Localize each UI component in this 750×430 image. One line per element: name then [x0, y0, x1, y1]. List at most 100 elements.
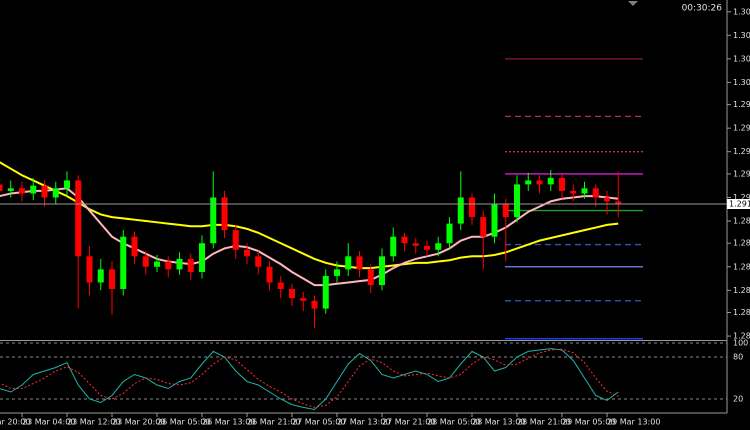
x-tick-label: 27 Mar 13:00 [337, 418, 390, 427]
y-tick-label: 1.2986 [733, 100, 750, 109]
candle-body [525, 180, 532, 185]
candle-body [570, 190, 577, 194]
candle-body [412, 243, 419, 246]
y-tick-label: 1.3003 [733, 78, 750, 87]
candle-body [41, 185, 48, 198]
x-tick-label: 29 Mar 13:00 [607, 418, 660, 427]
candle-body [322, 275, 329, 309]
candle-body [311, 300, 318, 309]
candle-body [210, 197, 217, 244]
y-tick-label: 1.2915 [733, 193, 750, 202]
candle-body [446, 223, 453, 244]
candle-body [86, 256, 93, 283]
y-tick-label: 1.2968 [733, 124, 750, 133]
y-tick-label: 20 [733, 395, 743, 404]
candle-body [221, 197, 228, 231]
oscillator-line [0, 348, 619, 411]
candle-body [199, 243, 205, 272]
candle-body [289, 289, 295, 299]
candle-body [345, 256, 352, 270]
candle-body [379, 256, 385, 286]
candle-body [19, 188, 25, 194]
oscillator-plot [0, 342, 727, 411]
y-tick-label: 100 [733, 339, 748, 348]
y-tick-label: 1.2933 [733, 169, 750, 178]
y-tick-label: 1.2950 [733, 147, 750, 156]
main-plot [0, 58, 727, 340]
x-tick-label: 28 Mar 13:00 [472, 418, 525, 427]
candle-body [604, 197, 610, 202]
candle-body [176, 258, 183, 270]
x-tick-label: 23 Mar 20:00 [112, 418, 165, 427]
candle-body [435, 243, 442, 250]
candle-body [255, 256, 262, 267]
x-tick-label: 26 Mar 21:00 [247, 418, 300, 427]
candle-body [142, 256, 149, 267]
candle-body [30, 185, 37, 194]
y-tick-label: 1.2844 [733, 286, 750, 295]
candle-body [390, 236, 397, 257]
candle-body [334, 269, 340, 276]
current-price-box [727, 199, 750, 209]
candle-body [514, 184, 520, 218]
y-tick-label: 1.2827 [733, 308, 750, 317]
candle-body [0, 184, 3, 191]
x-tick-label: 27 Mar 21:00 [382, 418, 435, 427]
candle-body [502, 204, 509, 218]
candle-body [165, 261, 172, 270]
candle-body [266, 266, 273, 283]
current-price-label: 1.2910 [729, 200, 750, 209]
x-tick-label: 28 Mar 21:00 [517, 418, 570, 427]
candle-body [97, 269, 104, 283]
x-tick-label: 29 Mar 05:00 [562, 418, 615, 427]
candle-body [457, 197, 464, 224]
candle-body [52, 188, 59, 198]
candle-body [615, 201, 622, 204]
y-tick-label: 1.2880 [733, 239, 750, 248]
candle-body [491, 204, 498, 237]
x-tick-label: 22 Mar 20:00 [0, 418, 30, 427]
x-tick-label: 26 Mar 13:00 [202, 418, 255, 427]
x-tick-label: 23 Mar 12:00 [67, 418, 120, 427]
y-tick-label: 1.3057 [733, 7, 750, 16]
candle-body [277, 282, 284, 289]
candle-body [401, 236, 408, 244]
candle-body [480, 217, 487, 237]
candle-body [64, 180, 70, 189]
x-tick-label: 27 Mar 05:00 [292, 418, 345, 427]
x-tick-label: 26 Mar 05:00 [157, 418, 210, 427]
candle-body [469, 197, 475, 218]
y-tick-label: 1.2897 [733, 217, 750, 226]
candle-body [581, 188, 588, 194]
candle-body [424, 245, 430, 250]
y-tick-label: 1.3039 [733, 31, 750, 40]
x-tick-label: 23 Mar 04:00 [22, 418, 75, 427]
candle-body [109, 269, 115, 289]
shift-marker [628, 1, 638, 6]
candle-body [367, 269, 374, 286]
y-tick-label: 80 [733, 353, 743, 362]
y-tick-label: 1.2862 [733, 262, 750, 271]
candle-body [356, 256, 363, 270]
candle-body [131, 236, 138, 257]
candle-body [232, 230, 239, 250]
x-tick-label: 28 Mar 05:00 [427, 418, 480, 427]
candle-body [7, 188, 14, 191]
y-tick-label: 1.3021 [733, 54, 750, 63]
candle-body [536, 180, 543, 185]
candle-body [244, 249, 250, 257]
clock: 00:30:26 [682, 4, 723, 14]
candle-body [300, 298, 307, 301]
moving-average [0, 161, 619, 270]
candle-body [120, 236, 127, 289]
candle-body [559, 177, 565, 191]
candle-body [154, 261, 160, 267]
candle-body [547, 177, 554, 185]
candle-body [187, 258, 194, 272]
candle-body [75, 180, 82, 257]
y-tick-label: 1.2809 [733, 332, 750, 341]
